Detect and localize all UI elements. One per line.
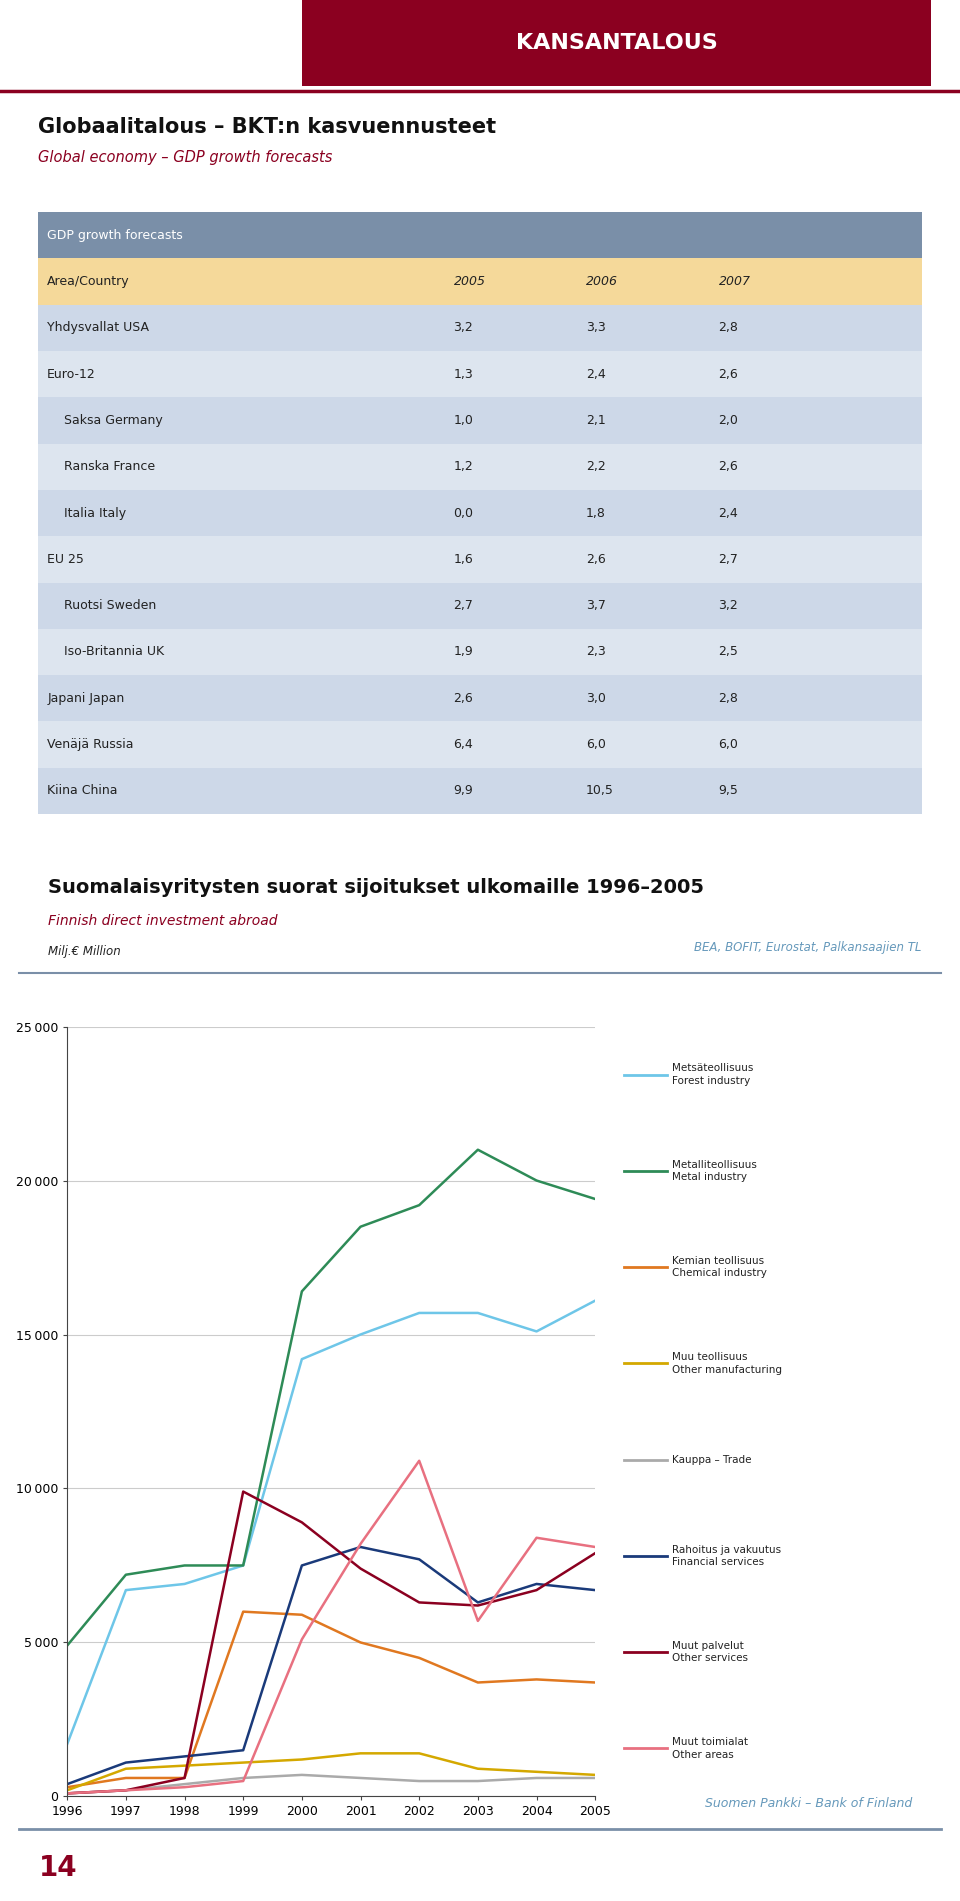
- Text: 2,8: 2,8: [718, 321, 738, 335]
- Text: 2,7: 2,7: [453, 599, 473, 612]
- FancyBboxPatch shape: [38, 259, 922, 304]
- Text: 3,2: 3,2: [718, 599, 738, 612]
- Text: 6,0: 6,0: [586, 738, 606, 751]
- Text: 2,4: 2,4: [586, 367, 606, 380]
- Text: 2,0: 2,0: [718, 414, 738, 428]
- Text: Muut toimialat
Other areas: Muut toimialat Other areas: [672, 1738, 748, 1760]
- Text: 3,2: 3,2: [453, 321, 473, 335]
- Text: 1,3: 1,3: [453, 367, 473, 380]
- FancyBboxPatch shape: [38, 582, 922, 629]
- Text: 10,5: 10,5: [586, 785, 613, 797]
- Text: 1,0: 1,0: [453, 414, 473, 428]
- Text: 2,6: 2,6: [718, 460, 738, 473]
- Text: Kauppa – Trade: Kauppa – Trade: [672, 1454, 752, 1464]
- FancyBboxPatch shape: [38, 352, 922, 397]
- Text: Globaalitalous – BKT:n kasvuennusteet: Globaalitalous – BKT:n kasvuennusteet: [38, 118, 496, 137]
- Text: Iso-Britannia UK: Iso-Britannia UK: [56, 646, 164, 658]
- FancyBboxPatch shape: [38, 768, 922, 814]
- Text: GDP growth forecasts: GDP growth forecasts: [47, 228, 183, 241]
- Text: 2007: 2007: [718, 276, 751, 289]
- Text: 3,3: 3,3: [586, 321, 606, 335]
- Text: 2005: 2005: [453, 276, 486, 289]
- Text: 0,0: 0,0: [453, 506, 473, 519]
- FancyBboxPatch shape: [38, 629, 922, 675]
- Text: 2,8: 2,8: [718, 692, 738, 705]
- Text: 2,6: 2,6: [453, 692, 473, 705]
- Text: Suomalaisyritysten suorat sijoitukset ulkomaille 1996–2005: Suomalaisyritysten suorat sijoitukset ul…: [48, 878, 704, 897]
- Text: Ranska France: Ranska France: [56, 460, 156, 473]
- Text: BEA, BOFIT, Eurostat, Palkansaajien TL: BEA, BOFIT, Eurostat, Palkansaajien TL: [694, 941, 922, 954]
- Text: 9,9: 9,9: [453, 785, 473, 797]
- Text: Muu teollisuus
Other manufacturing: Muu teollisuus Other manufacturing: [672, 1352, 782, 1374]
- Text: 2,6: 2,6: [718, 367, 738, 380]
- Text: Saksa Germany: Saksa Germany: [56, 414, 163, 428]
- Text: Muut palvelut
Other services: Muut palvelut Other services: [672, 1641, 748, 1663]
- Text: Area/Country: Area/Country: [47, 276, 130, 289]
- Text: 2,4: 2,4: [718, 506, 738, 519]
- Text: 6,4: 6,4: [453, 738, 473, 751]
- FancyBboxPatch shape: [38, 397, 922, 443]
- Text: Finnish direct investment abroad: Finnish direct investment abroad: [48, 914, 277, 928]
- Text: EU 25: EU 25: [47, 553, 84, 566]
- Text: 2006: 2006: [586, 276, 618, 289]
- FancyBboxPatch shape: [38, 443, 922, 490]
- Text: KANSANTALOUS: KANSANTALOUS: [516, 32, 718, 53]
- Text: Euro-12: Euro-12: [47, 367, 96, 380]
- Text: Milj.€ Million: Milj.€ Million: [48, 945, 121, 958]
- FancyBboxPatch shape: [38, 490, 922, 536]
- Text: 2,3: 2,3: [586, 646, 606, 658]
- Text: 1,6: 1,6: [453, 553, 473, 566]
- Text: 1,9: 1,9: [453, 646, 473, 658]
- Text: 3,0: 3,0: [586, 692, 606, 705]
- Text: 2,2: 2,2: [586, 460, 606, 473]
- Text: 6,0: 6,0: [718, 738, 738, 751]
- Text: Metalliteollisuus
Metal industry: Metalliteollisuus Metal industry: [672, 1160, 756, 1182]
- FancyBboxPatch shape: [38, 213, 922, 259]
- FancyBboxPatch shape: [38, 304, 922, 352]
- Text: Italia Italy: Italia Italy: [56, 506, 126, 519]
- Text: Kiina China: Kiina China: [47, 785, 118, 797]
- Text: 3,7: 3,7: [586, 599, 606, 612]
- Text: 1,2: 1,2: [453, 460, 473, 473]
- FancyBboxPatch shape: [38, 722, 922, 768]
- Text: Metsäteollisuus
Forest industry: Metsäteollisuus Forest industry: [672, 1063, 754, 1085]
- FancyBboxPatch shape: [38, 675, 922, 722]
- Text: 2,7: 2,7: [718, 553, 738, 566]
- Text: Kemian teollisuus
Chemical industry: Kemian teollisuus Chemical industry: [672, 1257, 767, 1277]
- Text: Yhdysvallat USA: Yhdysvallat USA: [47, 321, 149, 335]
- Text: 2,1: 2,1: [586, 414, 606, 428]
- Text: Suomen Pankki – Bank of Finland: Suomen Pankki – Bank of Finland: [705, 1796, 912, 1810]
- FancyBboxPatch shape: [38, 536, 922, 582]
- Text: Ruotsi Sweden: Ruotsi Sweden: [56, 599, 156, 612]
- Text: Rahoitus ja vakuutus
Financial services: Rahoitus ja vakuutus Financial services: [672, 1546, 781, 1566]
- Text: 2,6: 2,6: [586, 553, 606, 566]
- Text: Global economy – GDP growth forecasts: Global economy – GDP growth forecasts: [38, 150, 333, 165]
- Text: Venäjä Russia: Venäjä Russia: [47, 738, 133, 751]
- Text: 9,5: 9,5: [718, 785, 738, 797]
- Text: Japani Japan: Japani Japan: [47, 692, 125, 705]
- Text: 2,5: 2,5: [718, 646, 738, 658]
- Text: 14: 14: [38, 1853, 77, 1882]
- Text: 1,8: 1,8: [586, 506, 606, 519]
